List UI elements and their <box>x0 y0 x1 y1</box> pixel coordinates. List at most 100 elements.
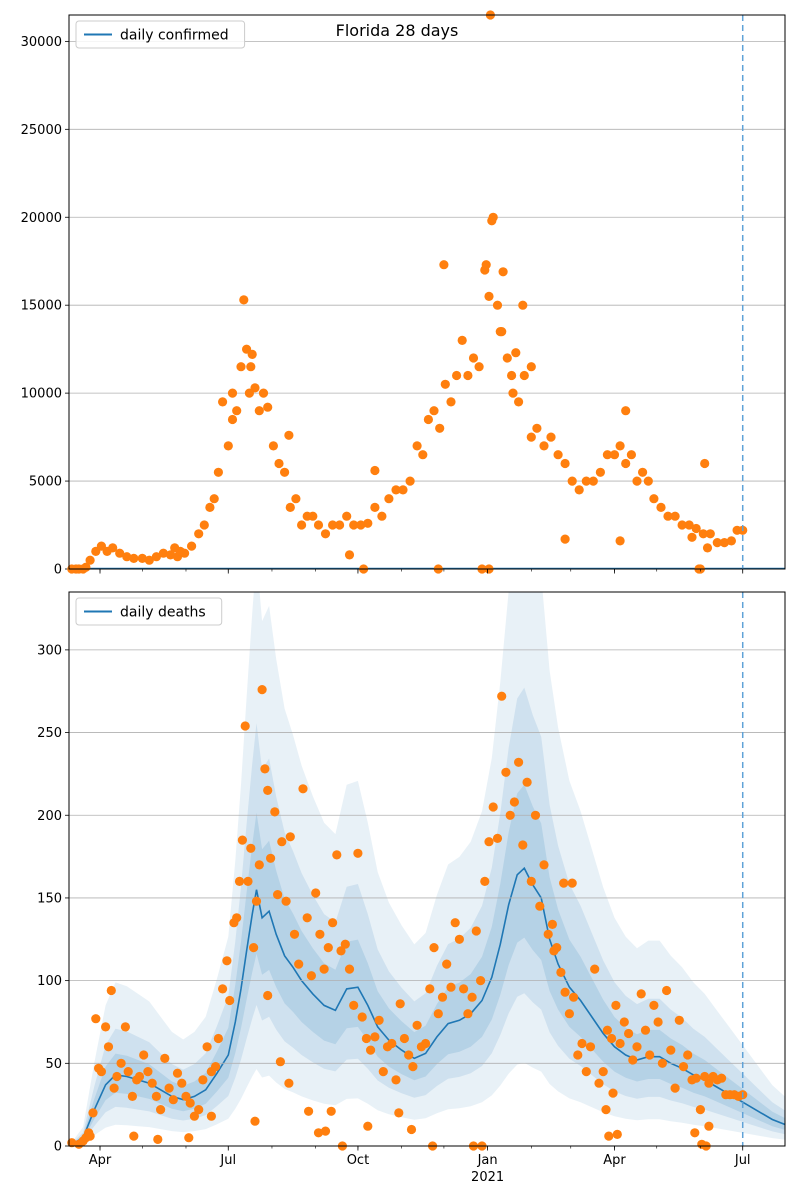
data-point <box>495 327 505 337</box>
data-point <box>332 850 342 860</box>
y-tick-label: 5000 <box>29 475 62 490</box>
data-point <box>507 370 517 381</box>
data-point <box>602 1025 613 1035</box>
data-point <box>250 1116 260 1126</box>
data-point <box>244 388 254 398</box>
data-point <box>377 511 387 521</box>
data-point <box>189 1111 199 1121</box>
data-point <box>254 860 264 870</box>
data-point <box>298 784 308 794</box>
data-point <box>116 1058 126 1068</box>
data-point <box>518 300 528 310</box>
data-point <box>340 939 350 949</box>
data-point <box>421 1038 431 1049</box>
data-point <box>391 1075 401 1085</box>
data-point <box>237 835 247 845</box>
data-point <box>263 402 273 412</box>
data-point <box>165 550 176 560</box>
data-point <box>106 985 116 996</box>
data-point <box>289 929 300 939</box>
data-point <box>662 985 672 996</box>
data-point <box>378 1067 388 1077</box>
data-point <box>258 388 269 398</box>
data-point <box>457 335 467 345</box>
data-point <box>232 406 242 416</box>
data-point <box>560 534 570 544</box>
data-point <box>657 1058 668 1068</box>
data-point <box>643 476 653 486</box>
data-point <box>274 458 284 469</box>
data-point <box>406 1124 417 1135</box>
data-point <box>560 987 570 997</box>
data-point <box>202 1042 212 1052</box>
x-tick-label: Jul <box>219 1153 236 1168</box>
data-point <box>567 878 577 888</box>
data-point <box>598 1067 608 1077</box>
data-point <box>349 520 359 530</box>
data-point <box>218 397 228 407</box>
data-point <box>184 1133 194 1143</box>
y-tick-label: 0 <box>54 1140 62 1155</box>
confirmed-panel: Florida 28 days 0 5000 10000 15000 20000 2500… <box>21 10 786 578</box>
data-point <box>560 458 570 469</box>
data-point <box>304 1106 314 1116</box>
data-point <box>270 807 280 817</box>
data-point <box>492 833 503 844</box>
data-point <box>144 555 154 565</box>
y-tick-label: 250 <box>37 726 62 741</box>
data-point <box>361 1033 371 1044</box>
data-point <box>398 485 408 495</box>
data-point <box>530 810 541 820</box>
data-point <box>608 1088 618 1098</box>
data-point <box>85 555 95 565</box>
data-point <box>291 494 301 504</box>
data-point <box>236 362 246 372</box>
data-point <box>263 990 273 1001</box>
data-point <box>399 1033 409 1044</box>
data-point <box>484 291 494 301</box>
data-point <box>656 502 666 512</box>
data-point <box>484 837 494 847</box>
data-point <box>588 476 598 486</box>
data-point <box>535 901 545 911</box>
data-point <box>134 1071 145 1082</box>
data-point <box>302 913 312 923</box>
chart-title: Florida 28 days <box>336 21 459 40</box>
axes-frame <box>68 591 786 1147</box>
data-point <box>344 964 355 974</box>
legend-box <box>75 20 246 49</box>
data-point <box>336 946 346 956</box>
data-point <box>88 1108 98 1118</box>
data-point <box>645 1050 655 1060</box>
data-point <box>129 553 139 564</box>
data-point <box>543 929 553 939</box>
data-point <box>91 1014 101 1024</box>
data-point <box>246 843 256 853</box>
data-point <box>243 876 253 887</box>
data-point <box>370 465 380 476</box>
data-point <box>712 538 722 548</box>
data-point <box>553 450 563 460</box>
data-point <box>172 1068 183 1078</box>
y-tick-label: 15000 <box>21 299 62 314</box>
confidence-band-inner <box>69 784 785 1146</box>
data-point <box>726 536 737 546</box>
data-point <box>234 876 245 887</box>
data-point <box>717 1073 727 1083</box>
data-point <box>678 1062 689 1072</box>
data-point <box>425 984 435 994</box>
data-point <box>690 1128 700 1138</box>
data-point <box>526 432 536 442</box>
data-point <box>539 860 549 870</box>
data-point <box>143 1067 153 1077</box>
data-point <box>487 216 497 226</box>
legend: daily deaths <box>75 597 223 626</box>
data-point <box>615 441 625 451</box>
data-point <box>518 840 528 850</box>
data-point <box>674 1015 684 1025</box>
data-point <box>607 1033 617 1044</box>
data-point <box>442 959 452 969</box>
data-point <box>663 511 673 521</box>
data-point <box>649 494 659 504</box>
data-point <box>328 918 338 928</box>
